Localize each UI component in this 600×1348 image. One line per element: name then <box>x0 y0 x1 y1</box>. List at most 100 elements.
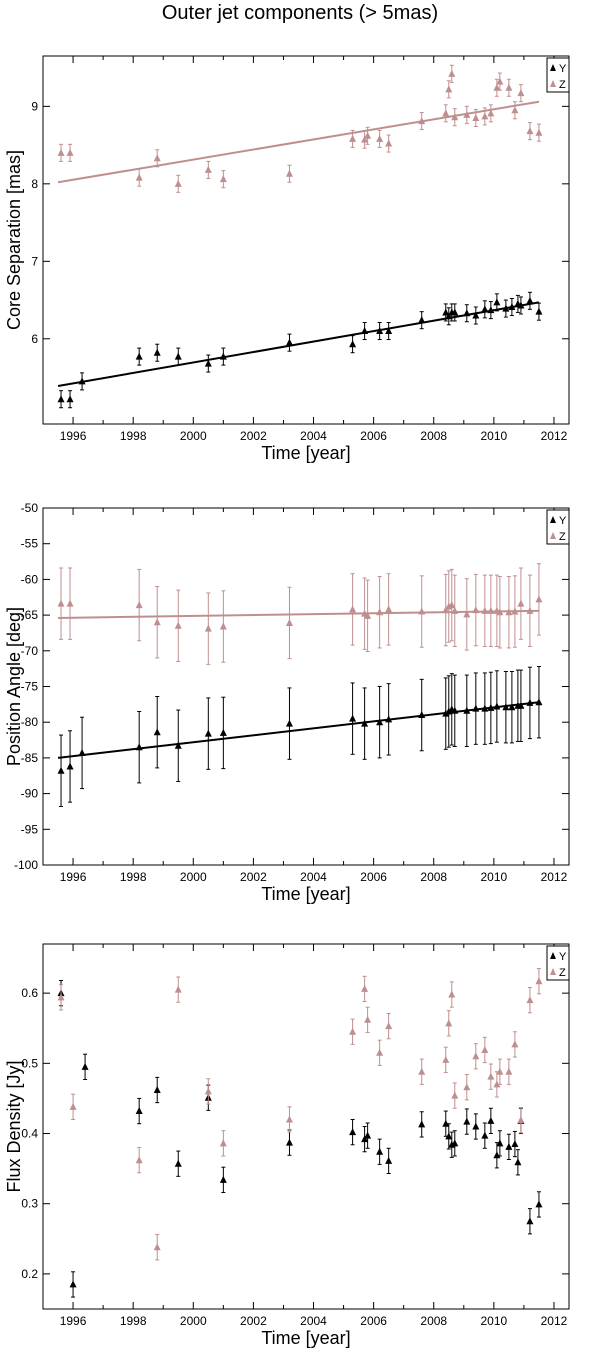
data-point <box>526 127 534 135</box>
data-point <box>535 977 543 985</box>
data-point <box>204 1087 212 1095</box>
data-point <box>517 301 525 309</box>
data-point <box>418 711 426 719</box>
data-point <box>481 704 489 712</box>
x-tick-label: 2000 <box>180 870 207 884</box>
data-point <box>517 701 525 709</box>
legend-label-z: Z <box>559 79 566 91</box>
data-point <box>135 173 143 181</box>
data-point <box>496 1139 504 1147</box>
data-point <box>442 308 450 316</box>
data-point <box>463 610 471 618</box>
data-point <box>445 1019 453 1027</box>
data-point <box>153 348 161 356</box>
data-point <box>508 703 516 711</box>
legend: YZ <box>546 945 570 981</box>
data-point <box>349 605 357 613</box>
x-tick-label: 1996 <box>60 429 87 443</box>
data-point <box>445 312 453 320</box>
data-point <box>385 605 393 613</box>
data-point <box>508 303 516 311</box>
data-point <box>511 1040 519 1048</box>
data-point <box>535 595 543 603</box>
data-point <box>349 340 357 348</box>
plot-frame <box>42 55 570 425</box>
x-tick-label: 1998 <box>120 429 147 443</box>
data-point <box>376 1147 384 1155</box>
data-point <box>385 139 393 147</box>
data-point <box>361 984 369 992</box>
data-point <box>487 703 495 711</box>
data-point <box>81 1062 89 1070</box>
series-z <box>57 563 543 665</box>
data-point <box>448 69 456 77</box>
data-point <box>418 316 426 324</box>
data-point <box>57 599 65 607</box>
data-point <box>481 1045 489 1053</box>
data-point <box>69 1102 77 1110</box>
legend-label-z: Z <box>559 967 566 979</box>
data-point <box>487 1116 495 1124</box>
y-tick-label: -100 <box>14 858 38 872</box>
x-tick-label: 2012 <box>541 870 568 884</box>
data-point <box>174 621 182 629</box>
x-tick-label: 1996 <box>60 1314 87 1328</box>
x-tick-label: 2012 <box>541 429 568 443</box>
legend-marker-z <box>550 532 556 539</box>
data-point <box>448 990 456 998</box>
data-point <box>376 718 384 726</box>
data-point <box>135 1107 143 1115</box>
legend-label-y: Y <box>559 951 567 963</box>
figure-title: Outer jet components (> 5mas) <box>161 2 439 24</box>
legend-label-y: Y <box>559 63 567 75</box>
series-y <box>57 666 543 807</box>
plot-frame <box>42 943 570 1310</box>
x-axis-label: Time [year] <box>261 1328 350 1348</box>
x-axis-label: Time [year] <box>261 443 350 463</box>
y-tick-label: -85 <box>21 751 39 765</box>
data-point <box>472 606 480 614</box>
y-tick-label: 0.6 <box>21 986 38 1000</box>
data-point <box>418 1067 426 1075</box>
data-point <box>451 113 459 121</box>
data-point <box>493 702 501 710</box>
data-point <box>517 1116 525 1124</box>
legend-marker-z <box>550 968 556 975</box>
data-point <box>451 1139 459 1147</box>
data-point <box>535 698 543 706</box>
data-point <box>66 599 74 607</box>
data-point <box>535 1200 543 1208</box>
legend-marker-y <box>550 952 556 959</box>
data-point <box>463 110 471 118</box>
data-point <box>364 611 372 619</box>
data-point <box>442 606 450 614</box>
y-tick-label: -80 <box>21 715 39 729</box>
data-point <box>451 1091 459 1099</box>
data-point <box>493 298 501 306</box>
core-separation-panel: 1996 1998 2000 2002 2004 2006 2008 2010 2012 6 7 8 9… <box>4 55 570 463</box>
data-point <box>505 1142 513 1150</box>
data-point <box>385 1022 393 1030</box>
data-point <box>361 327 369 335</box>
data-point <box>349 1128 357 1136</box>
data-point <box>418 607 426 615</box>
data-point <box>526 606 534 614</box>
data-point <box>153 618 161 626</box>
x-tick-label: 2004 <box>300 870 327 884</box>
data-point <box>57 766 65 774</box>
legend: YZ <box>546 57 570 93</box>
data-point <box>472 311 480 319</box>
data-point <box>442 109 450 117</box>
data-point <box>442 709 450 717</box>
data-point <box>517 89 525 97</box>
data-point <box>463 309 471 317</box>
data-point <box>153 154 161 162</box>
data-point <box>78 377 86 385</box>
data-point <box>463 706 471 714</box>
data-point <box>385 715 393 723</box>
data-point <box>493 1151 501 1159</box>
data-point <box>376 1048 384 1056</box>
data-point <box>451 308 459 316</box>
data-point <box>535 307 543 315</box>
data-point <box>496 608 504 616</box>
